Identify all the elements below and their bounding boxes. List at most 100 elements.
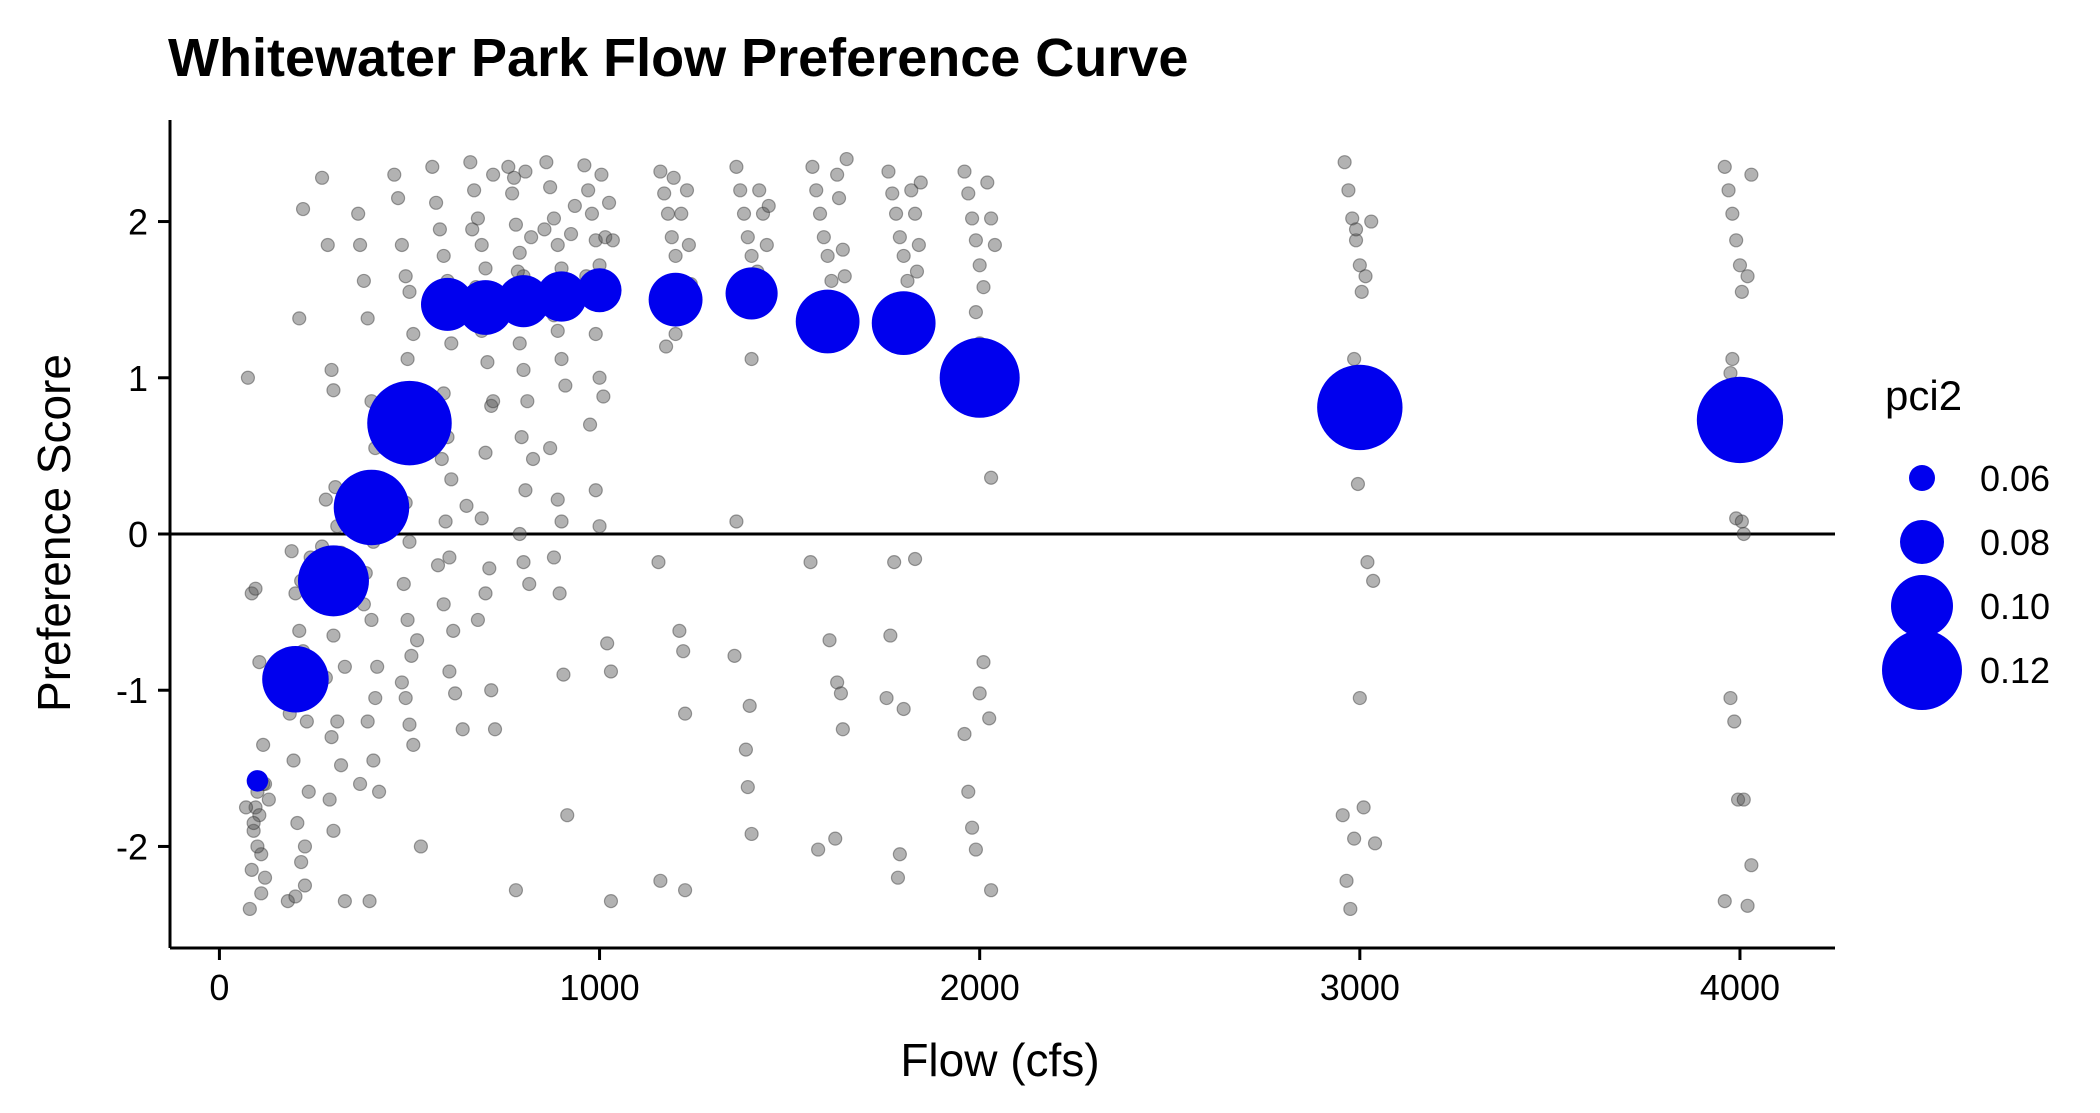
raw-response-point <box>478 261 493 276</box>
raw-response-point <box>512 245 527 260</box>
raw-response-point <box>470 211 486 226</box>
legend-key <box>1891 575 1953 637</box>
raw-response-point <box>292 311 307 326</box>
raw-response-point <box>436 248 451 264</box>
raw-response-point <box>577 158 592 173</box>
raw-response-point <box>835 722 850 737</box>
raw-response-point <box>596 389 611 404</box>
raw-response-point <box>409 633 425 648</box>
raw-response-point <box>455 722 470 737</box>
raw-response-point <box>356 273 371 289</box>
raw-response-point <box>1734 284 1749 299</box>
mean-preference-point <box>725 267 778 320</box>
raw-response-point <box>560 808 575 823</box>
raw-response-point <box>1730 792 1746 807</box>
raw-response-point <box>444 336 459 351</box>
raw-response-point <box>729 159 744 174</box>
raw-response-point <box>653 873 668 888</box>
raw-response-point <box>980 175 995 190</box>
raw-response-point <box>436 597 451 612</box>
raw-response-point <box>822 633 837 648</box>
raw-response-point <box>839 151 854 167</box>
raw-response-point <box>668 248 683 264</box>
raw-response-point <box>909 264 925 279</box>
raw-response-point <box>252 808 267 823</box>
raw-response-point <box>584 206 600 221</box>
raw-response-point <box>284 544 299 559</box>
raw-response-point <box>759 237 774 253</box>
mean-preference-point <box>536 271 587 322</box>
raw-response-point <box>830 675 845 690</box>
raw-response-point <box>442 664 457 679</box>
raw-response-point <box>480 355 495 370</box>
raw-response-point <box>554 514 569 529</box>
y-tick-label: -2 <box>116 826 148 867</box>
raw-response-point <box>402 717 417 732</box>
raw-response-point <box>883 628 898 643</box>
raw-response-point <box>406 737 421 753</box>
raw-response-point <box>484 398 499 413</box>
x-tick-label: 1000 <box>560 967 640 1008</box>
raw-response-point <box>370 659 385 674</box>
raw-response-point <box>651 555 666 570</box>
raw-response-point <box>972 686 987 701</box>
raw-response-point <box>605 233 620 248</box>
raw-response-point <box>598 230 613 245</box>
raw-response-point <box>1740 269 1755 284</box>
raw-response-point <box>603 664 619 679</box>
raw-response-point <box>516 362 531 378</box>
raw-response-point <box>288 889 303 904</box>
raw-response-point <box>653 164 668 179</box>
raw-response-point <box>744 826 759 842</box>
raw-response-point <box>968 842 983 857</box>
raw-response-point <box>254 847 269 862</box>
raw-response-point <box>1736 792 1751 807</box>
raw-response-point <box>430 558 446 573</box>
raw-response-point <box>824 273 839 289</box>
raw-response-point <box>957 164 972 179</box>
legend-label: 0.08 <box>1980 522 2050 563</box>
raw-response-point <box>658 339 674 354</box>
raw-response-point <box>1721 183 1736 198</box>
legend: pci2 0.06 0.08 0.10 0.12 <box>1882 372 2050 710</box>
raw-response-point <box>592 370 607 385</box>
raw-response-point <box>318 492 333 507</box>
raw-response-point <box>514 430 529 445</box>
raw-response-point <box>1337 155 1352 170</box>
raw-response-point <box>679 183 695 198</box>
raw-response-point <box>295 201 311 217</box>
raw-response-point <box>588 326 603 342</box>
raw-response-point <box>546 550 562 565</box>
legend-key <box>1900 520 1944 564</box>
raw-response-point <box>333 758 349 773</box>
raw-response-point <box>444 472 459 487</box>
raw-response-point <box>811 842 826 857</box>
raw-response-point <box>887 555 902 570</box>
raw-response-point <box>320 237 335 253</box>
raw-response-point <box>324 362 339 378</box>
raw-response-point <box>744 351 759 367</box>
raw-response-point <box>326 823 341 838</box>
raw-response-point <box>400 351 415 367</box>
raw-response-point <box>982 711 997 726</box>
raw-response-point <box>983 470 999 485</box>
raw-response-point <box>1354 284 1369 299</box>
raw-response-point <box>326 383 341 398</box>
legend-key <box>1909 465 1935 491</box>
raw-response-point <box>446 623 461 638</box>
raw-response-point <box>506 170 522 185</box>
raw-response-point <box>478 445 493 460</box>
raw-response-point <box>563 226 579 242</box>
raw-response-point <box>556 667 571 682</box>
plot-area: 0 1000 2000 3000 4000 -2 -1 0 1 2 <box>116 120 1835 1008</box>
raw-response-point <box>1740 898 1755 913</box>
raw-response-point <box>1744 167 1759 182</box>
raw-response-point <box>1348 233 1364 248</box>
raw-response-point <box>1367 836 1383 851</box>
raw-response-point <box>677 706 693 721</box>
raw-response-point <box>428 195 444 210</box>
raw-response-point <box>601 195 617 210</box>
raw-response-point <box>371 784 387 799</box>
y-axis-title: Preference Score <box>28 354 80 712</box>
raw-response-point <box>280 894 295 909</box>
